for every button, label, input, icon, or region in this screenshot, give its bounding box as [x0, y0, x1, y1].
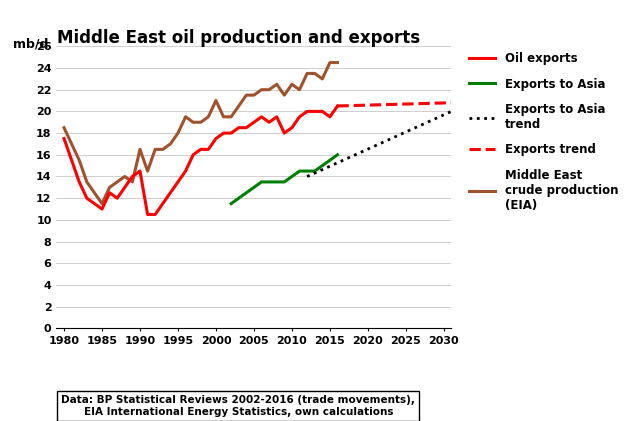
- Text: Middle East oil production and exports: Middle East oil production and exports: [56, 29, 420, 48]
- Legend: Oil exports, Exports to Asia, Exports to Asia
trend, Exports trend, Middle East
: Oil exports, Exports to Asia, Exports to…: [469, 52, 618, 212]
- Text: mb/d: mb/d: [13, 38, 48, 51]
- Text: Data: BP Statistical Reviews 2002-2016 (trade movements),
EIA International Ener: Data: BP Statistical Reviews 2002-2016 (…: [61, 395, 415, 417]
